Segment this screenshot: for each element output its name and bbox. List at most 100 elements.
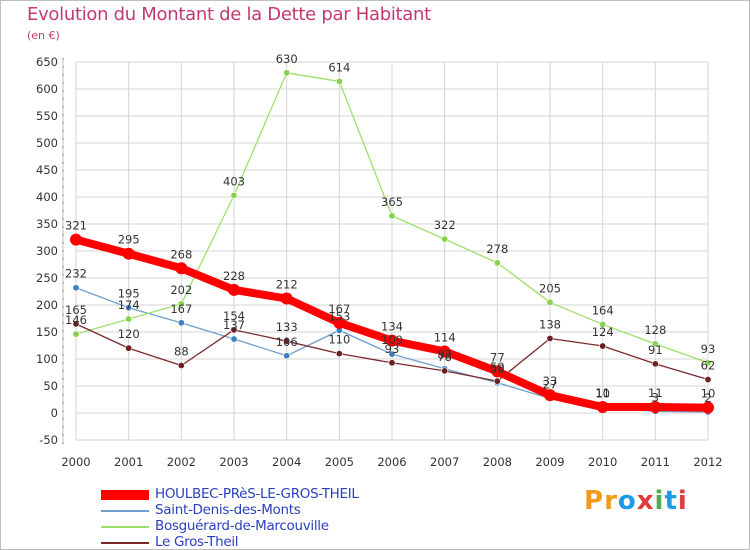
data-label: 164 (592, 303, 614, 317)
proxiti-logo: Proxiti (584, 486, 688, 516)
data-point (72, 330, 80, 338)
logo-letter: x (636, 486, 655, 516)
data-label: 165 (65, 303, 87, 317)
data-label: 232 (65, 267, 87, 281)
data-label: 91 (648, 343, 663, 357)
data-label: 146 (65, 313, 87, 327)
data-label: 321 (65, 219, 87, 233)
data-point (125, 344, 133, 352)
data-label: 109 (381, 333, 403, 347)
data-label: 124 (592, 325, 614, 339)
data-label: 2 (704, 391, 711, 405)
data-point (175, 262, 188, 275)
x-tick-label: 2005 (325, 455, 354, 469)
data-label: 56 (490, 362, 505, 376)
data-point (651, 340, 659, 348)
data-point (333, 316, 346, 329)
data-point (335, 350, 343, 358)
data-point (72, 320, 80, 328)
data-point (702, 401, 714, 414)
data-point (649, 401, 662, 414)
data-label: 295 (118, 233, 140, 247)
data-label: 138 (539, 317, 561, 331)
x-tick-label: 2007 (430, 455, 459, 469)
data-label: 78 (437, 350, 452, 364)
data-point (546, 334, 554, 342)
data-label: 59 (490, 360, 505, 374)
y-tick-label: 450 (36, 163, 58, 177)
data-label: 3 (652, 390, 659, 404)
legend-swatch (101, 510, 149, 512)
data-label: 195 (118, 287, 140, 301)
data-point (280, 292, 293, 305)
data-label: 630 (276, 52, 298, 66)
data-point (493, 259, 501, 267)
data-label: 11 (648, 386, 663, 400)
data-label: 93 (385, 342, 400, 356)
data-point (228, 283, 240, 296)
data-point (441, 235, 449, 243)
data-label: 278 (486, 242, 508, 256)
data-point (230, 335, 238, 343)
data-point (388, 212, 396, 220)
data-point (70, 233, 82, 246)
chart-unit: (en €) (27, 29, 60, 42)
data-point (599, 320, 607, 328)
data-label: 82 (437, 348, 452, 362)
data-point (546, 298, 554, 306)
data-label: 322 (434, 218, 456, 232)
data-label: 93 (701, 342, 716, 356)
y-tick-label: 200 (36, 298, 58, 312)
x-tick-label: 2001 (114, 455, 143, 469)
legend-swatch (101, 490, 149, 500)
data-label: 10 (595, 387, 610, 401)
x-tick-label: 2004 (272, 455, 301, 469)
logo-letter: P (584, 486, 605, 516)
data-point (493, 377, 501, 385)
data-point (544, 389, 556, 402)
data-point (177, 319, 185, 327)
y-tick-label: -50 (39, 433, 58, 447)
x-tick-label: 2008 (483, 455, 512, 469)
x-tick-label: 2000 (61, 455, 90, 469)
data-label: 27 (543, 377, 558, 391)
data-label: 212 (276, 278, 298, 292)
y-tick-label: 150 (36, 325, 58, 339)
y-tick-label: 0 (51, 406, 58, 420)
data-label: 174 (118, 298, 140, 312)
data-point (335, 77, 343, 85)
data-point (125, 315, 133, 323)
y-tick-label: 600 (36, 82, 58, 96)
data-point (386, 334, 398, 347)
data-point (283, 69, 291, 77)
x-tick-label: 2003 (219, 455, 248, 469)
data-point (72, 284, 80, 292)
data-label: 133 (276, 320, 298, 334)
y-tick-label: 550 (36, 109, 58, 123)
data-point (177, 300, 185, 308)
data-point (596, 401, 609, 414)
data-label: 614 (328, 60, 350, 74)
chart-title: Evolution du Montant de la Dette par Hab… (27, 4, 431, 25)
data-label: 88 (174, 344, 189, 358)
data-point (441, 367, 449, 375)
data-label: 202 (170, 283, 192, 297)
data-label: 10 (701, 387, 716, 401)
data-point (704, 376, 712, 384)
data-label: 403 (223, 174, 245, 188)
y-tick-label: 400 (36, 190, 58, 204)
data-point (230, 326, 238, 334)
data-label: 62 (701, 359, 716, 373)
data-label: 134 (381, 320, 403, 334)
y-tick-label: 650 (36, 55, 58, 69)
data-label: 167 (328, 302, 350, 316)
logo-letter: t (664, 486, 678, 516)
legend-label: Bosguérard-de-Marcouville (155, 518, 329, 534)
data-label: 114 (434, 330, 456, 344)
y-tick-label: 300 (36, 244, 58, 258)
data-label: 128 (644, 323, 666, 337)
x-tick-label: 2010 (588, 455, 617, 469)
logo-letter: i (654, 486, 665, 516)
